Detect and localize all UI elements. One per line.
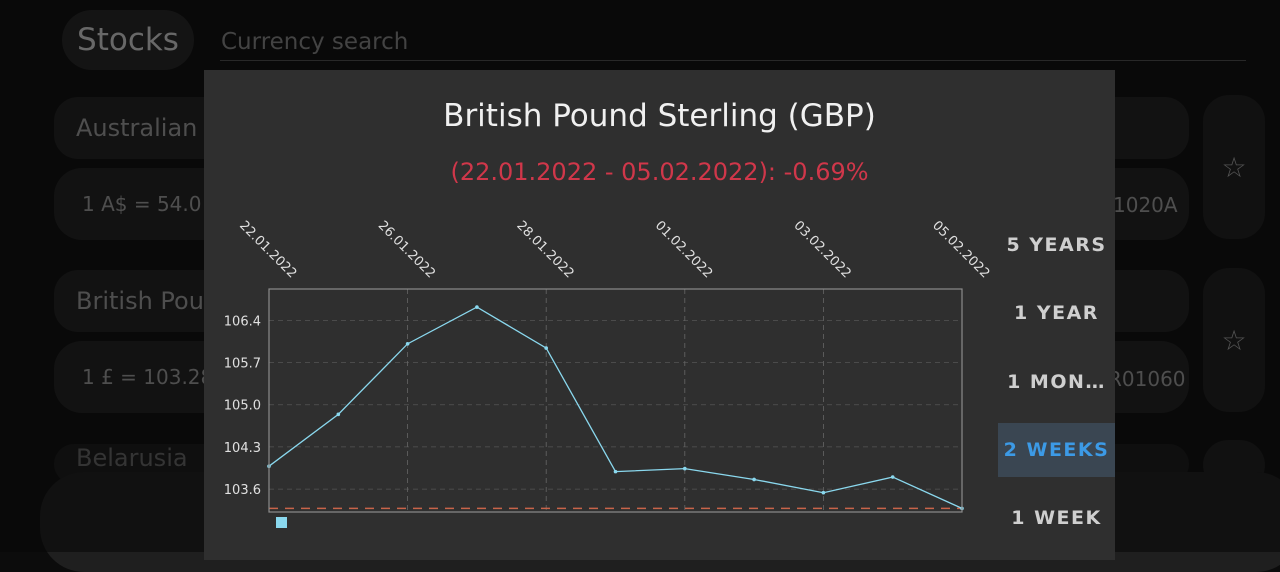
- period-1-month[interactable]: 1 MON…: [1007, 371, 1106, 393]
- data-point: [821, 490, 826, 495]
- stocks-tab[interactable]: Stocks: [62, 10, 194, 70]
- y-axis-ticks: 106.4 105.7 105.0 104.3 103.6: [224, 314, 261, 498]
- period-1-week[interactable]: 1 WEEK: [1011, 507, 1102, 529]
- period-1-year[interactable]: 1 YEAR: [1014, 302, 1099, 324]
- y-tick-label: 106.4: [224, 314, 261, 329]
- data-point: [613, 469, 618, 474]
- data-point: [890, 475, 895, 479]
- data-point: [544, 346, 548, 350]
- rate-chart: 22.01.2022 26.01.2022 28.01.2022 01.02.2022…: [224, 218, 992, 528]
- currency-chart-dialog: British Pound Sterling (GBP) (22.01.2022…: [204, 70, 1115, 560]
- data-point: [405, 342, 410, 346]
- card-code-gbp: R01060: [1108, 367, 1186, 391]
- x-axis-ticks: 22.01.2022 26.01.2022 28.01.2022 01.02.2022…: [236, 218, 992, 281]
- period-5-years[interactable]: 5 YEARS: [1006, 234, 1107, 256]
- x-tick-label: 26.01.2022: [375, 218, 438, 281]
- x-tick-label: 01.02.2022: [652, 218, 715, 281]
- x-tick-label: 05.02.2022: [929, 218, 992, 281]
- card-code-aud: 1020A: [1113, 193, 1178, 217]
- dialog-subtitle: (22.01.2022 - 05.02.2022): -0.69%: [450, 158, 869, 186]
- dialog-title: British Pound Sterling (GBP): [443, 98, 876, 134]
- chart-grid: [269, 289, 962, 512]
- data-point: [475, 305, 479, 309]
- x-tick-label: 03.02.2022: [791, 218, 854, 281]
- plot-frame: [268, 288, 963, 513]
- y-tick-label: 104.3: [224, 441, 261, 456]
- data-point: [336, 412, 341, 417]
- favorite-star-icon[interactable]: ☆: [1203, 268, 1265, 412]
- search-input[interactable]: Currency search: [220, 24, 1246, 61]
- y-tick-label: 105.7: [224, 357, 261, 372]
- x-tick-label: 22.01.2022: [236, 218, 299, 281]
- series-line: [268, 306, 963, 509]
- y-tick-label: 105.0: [224, 399, 261, 414]
- data-point: [683, 466, 687, 471]
- legend-marker: [276, 517, 287, 528]
- x-tick-label: 28.01.2022: [513, 218, 576, 281]
- period-2-weeks[interactable]: 2 WEEKS: [998, 423, 1115, 477]
- y-tick-label: 103.6: [224, 483, 261, 498]
- data-points: [267, 305, 964, 511]
- data-point: [752, 477, 756, 482]
- favorite-star-icon[interactable]: ☆: [1203, 95, 1265, 239]
